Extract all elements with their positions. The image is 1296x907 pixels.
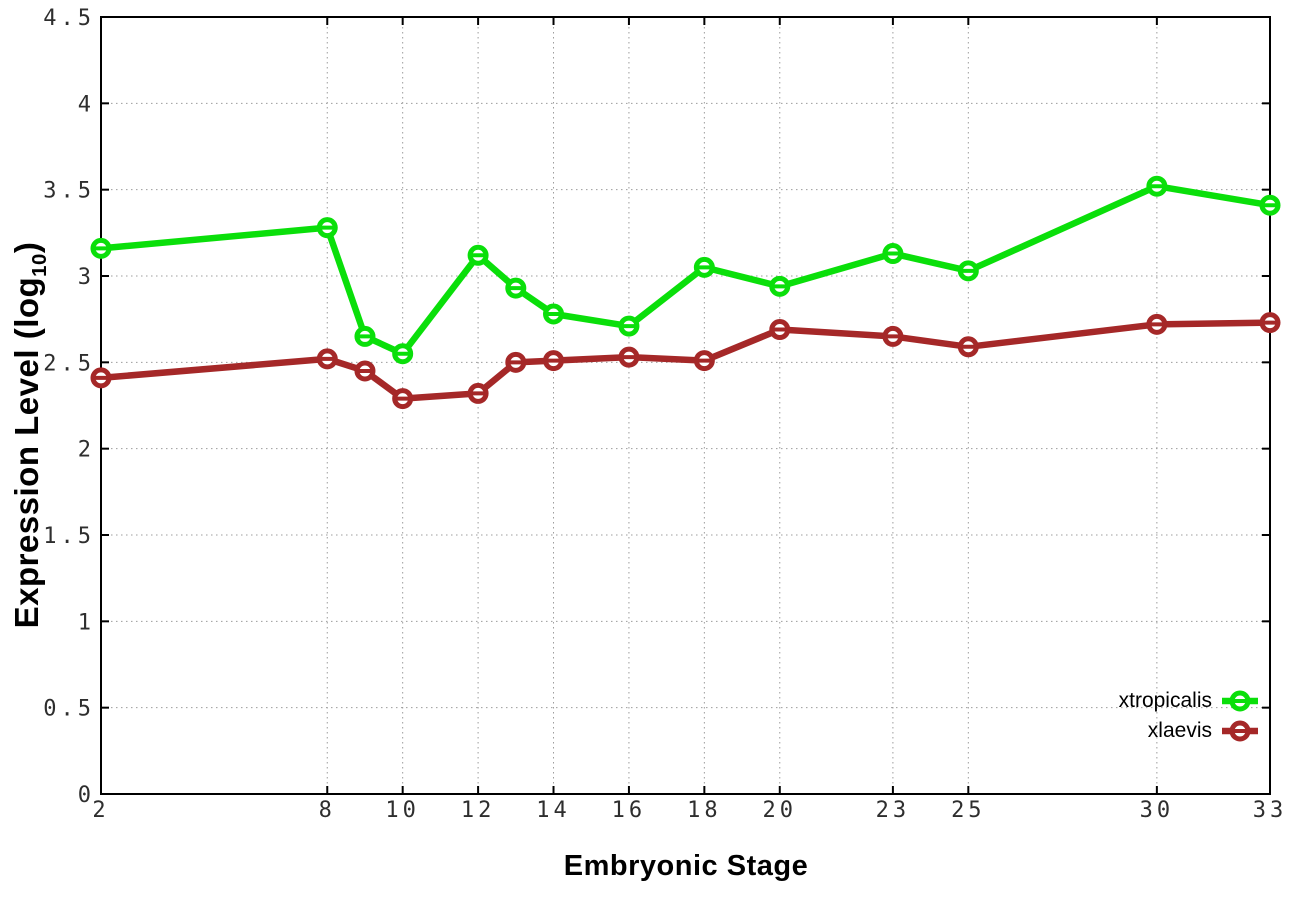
legend-row-xlaevis: xlaevis <box>1119 716 1212 746</box>
series-xtropicalis <box>90 175 1281 365</box>
y-tick-label-4.5: 4.5 <box>43 6 95 31</box>
x-tick-label-30: 30 <box>1140 798 1175 823</box>
y-tick-label-0.5: 0.5 <box>43 697 95 722</box>
y-tick-label-2.5: 2.5 <box>43 351 95 376</box>
x-tick-label-10: 10 <box>385 798 420 823</box>
x-tick-label-8: 8 <box>319 798 336 823</box>
legend-label-xtropicalis: xtropicalis <box>1118 689 1212 712</box>
x-tick-label-18: 18 <box>687 798 722 823</box>
x-tick-label-25: 25 <box>951 798 986 823</box>
x-axis-title: Embryonic Stage <box>563 850 809 882</box>
y-tick-label-0: 0 <box>78 783 95 808</box>
y-tick-label-3.5: 3.5 <box>43 179 95 204</box>
x-tick-label-33: 33 <box>1253 798 1288 823</box>
plot-border <box>100 16 1271 795</box>
legend-row-xtropicalis: xtropicalis <box>1119 686 1212 716</box>
y-axis-title: Expression Level (log10) <box>8 242 52 629</box>
x-tick-label-14: 14 <box>536 798 571 823</box>
x-tick-label-23: 23 <box>876 798 911 823</box>
y-axis-title-suffix: ) <box>8 241 46 254</box>
x-tick-label-12: 12 <box>461 798 496 823</box>
y-tick-label-3: 3 <box>78 265 95 290</box>
y-axis-title-subscript: 10 <box>27 253 51 277</box>
legend: xtropicalis xlaevis <box>1119 686 1212 746</box>
y-tick-label-1: 1 <box>78 610 95 635</box>
legend-label-xlaevis: xlaevis <box>1147 719 1212 742</box>
y-tick-label-4: 4 <box>78 92 95 117</box>
y-axis-title-text: Expression Level (log <box>8 276 46 629</box>
series-xlaevis-line <box>97 319 1274 402</box>
y-tick-label-2: 2 <box>78 438 95 463</box>
y-tick-label-1.5: 1.5 <box>43 524 95 549</box>
x-tick-label-16: 16 <box>612 798 647 823</box>
x-tick-label-2: 2 <box>92 798 109 823</box>
legend-swatch-xlaevis <box>1222 720 1258 742</box>
series-xlaevis <box>90 312 1281 410</box>
legend-swatch-xtropicalis <box>1222 690 1258 712</box>
x-tick-label-20: 20 <box>763 798 798 823</box>
